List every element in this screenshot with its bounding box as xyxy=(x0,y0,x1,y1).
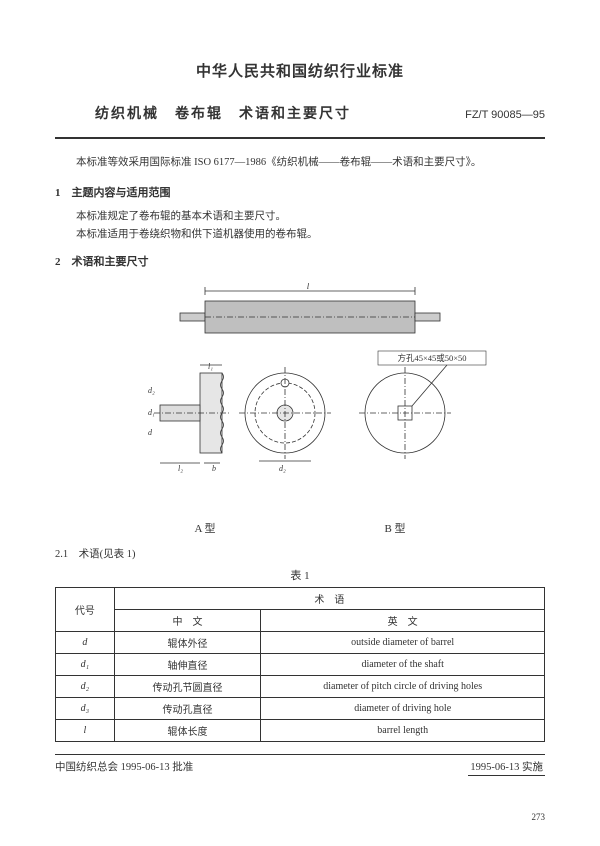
square-hole-annotation: 方孔45×45或50×50 xyxy=(397,353,466,363)
table-row: d₁ 轴伸直径 diameter of the shaft xyxy=(56,654,545,676)
dim-l1: l₁ xyxy=(208,362,213,371)
dim-d: d xyxy=(148,428,153,437)
table-caption: 表 1 xyxy=(55,567,545,583)
th-english: 英 文 xyxy=(261,610,545,632)
section-1-heading: 1 主题内容与适用范围 xyxy=(55,184,545,200)
table-row: l 辊体长度 barrel length xyxy=(56,720,545,742)
dim-d1: d₁ xyxy=(148,408,155,417)
cell-en: diameter of the shaft xyxy=(261,654,545,676)
document-subtitle: 纺织机械 卷布辊 术语和主要尺寸 xyxy=(95,103,351,123)
section-1-p1: 本标准规定了卷布辊的基本术语和主要尺寸。 xyxy=(55,208,545,226)
footer: 中国纺织总会 1995-06-13 批准 1995-06-13 实施 xyxy=(55,754,545,776)
dim-l2: l₂ xyxy=(178,464,183,473)
cell-cn: 辊体长度 xyxy=(114,720,261,742)
th-chinese: 中 文 xyxy=(114,610,261,632)
section-1-num: 1 xyxy=(55,187,61,199)
section-2-heading: 2 术语和主要尺寸 xyxy=(55,253,545,269)
cell-en: diameter of pitch circle of driving hole… xyxy=(261,676,545,698)
cell-cn: 传动孔节圆直径 xyxy=(114,676,261,698)
country-standard-title: 中华人民共和国纺织行业标准 xyxy=(55,60,545,81)
dim-l: l xyxy=(307,283,310,291)
footer-implementation: 1995-06-13 实施 xyxy=(468,759,545,776)
section-2-num: 2 xyxy=(55,256,61,268)
th-code: 代号 xyxy=(56,588,115,632)
type-a-label: A 型 xyxy=(194,520,215,536)
header-divider xyxy=(55,137,545,139)
table-header-row-2: 中 文 英 文 xyxy=(56,610,545,632)
standard-code: FZ/T 90085—95 xyxy=(465,109,545,121)
cell-cn: 轴伸直径 xyxy=(114,654,261,676)
table-row: d₃ 传动孔直径 diameter of driving hole xyxy=(56,698,545,720)
dim-d2-front: d₂ xyxy=(279,464,286,473)
type-b-label: B 型 xyxy=(384,520,405,536)
th-term: 术 语 xyxy=(114,588,544,610)
dim-d2: d₂ xyxy=(148,386,155,395)
cell-cn: 辊体外径 xyxy=(114,632,261,654)
section-1-p2: 本标准适用于卷绕织物和供下道机器使用的卷布辊。 xyxy=(55,226,545,244)
intro-paragraph: 本标准等效采用国际标准 ISO 6177—1986《纺织机械——卷布辊——术语和… xyxy=(55,155,545,172)
cell-code: d₃ xyxy=(56,698,115,720)
technical-diagram: l l₁ d₁ d₂ xyxy=(110,283,490,536)
cell-code: d xyxy=(56,632,115,654)
cell-code: l xyxy=(56,720,115,742)
table-row: d 辊体外径 outside diameter of barrel xyxy=(56,632,545,654)
footer-approval: 中国纺织总会 1995-06-13 批准 xyxy=(55,759,193,776)
cell-en: outside diameter of barrel xyxy=(261,632,545,654)
subsection-2-1: 2.1 术语(见表 1) xyxy=(55,546,545,561)
terminology-table: 代号 术 语 中 文 英 文 d 辊体外径 outside diameter o… xyxy=(55,587,545,742)
table-row: d₂ 传动孔节圆直径 diameter of pitch circle of d… xyxy=(56,676,545,698)
cell-code: d₂ xyxy=(56,676,115,698)
dim-b: b xyxy=(212,464,216,473)
cell-en: diameter of driving hole xyxy=(261,698,545,720)
type-labels: A 型 B 型 xyxy=(110,520,490,536)
section-2-title: 术语和主要尺寸 xyxy=(72,256,149,268)
table-header-row-1: 代号 术 语 xyxy=(56,588,545,610)
cell-en: barrel length xyxy=(261,720,545,742)
page-number: 273 xyxy=(532,812,546,822)
cell-cn: 传动孔直径 xyxy=(114,698,261,720)
cell-code: d₁ xyxy=(56,654,115,676)
subtitle-row: 纺织机械 卷布辊 术语和主要尺寸 FZ/T 90085—95 xyxy=(55,103,545,123)
section-1-title: 主题内容与适用范围 xyxy=(72,187,171,199)
